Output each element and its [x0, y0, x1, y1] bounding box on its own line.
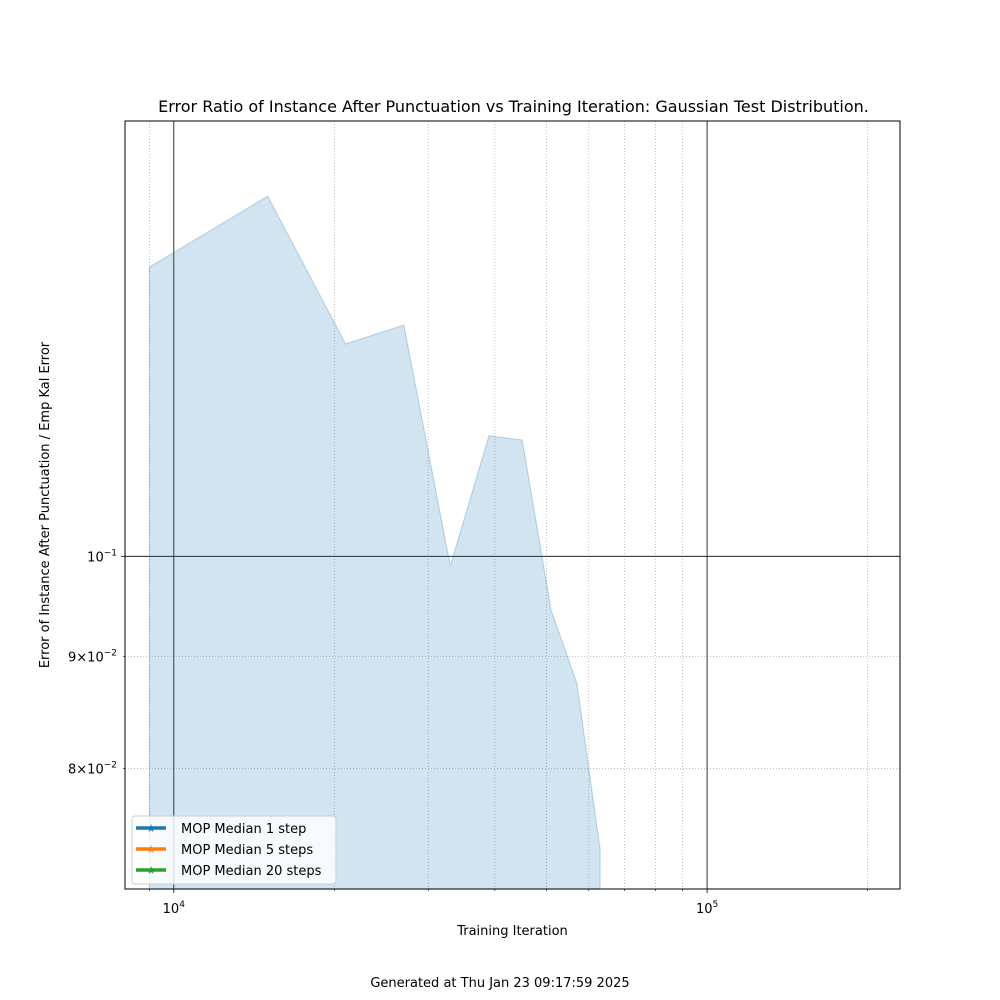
- y-axis-label: Error of Instance After Punctuation / Em…: [38, 341, 53, 668]
- generated-timestamp: Generated at Thu Jan 23 09:17:59 2025: [370, 976, 630, 991]
- major-grid: [125, 121, 900, 889]
- y-tick-label: 8×10−2: [68, 761, 117, 778]
- y-tick-label: 10−1: [87, 548, 117, 565]
- legend: ★ MOP Median 1 step ★ MOP Median 5 steps ★ MO…: [131, 815, 337, 885]
- confidence-band: [148, 195, 601, 890]
- x-tick-label: 104: [163, 900, 186, 917]
- chart-title: Error Ratio of Instance After Punctuatio…: [158, 97, 869, 116]
- x-axis-label: Training Iteration: [456, 924, 568, 939]
- minor-grid: [125, 121, 900, 889]
- legend-label: MOP Median 1 step: [181, 822, 306, 837]
- legend-star-icon: ★: [146, 843, 156, 856]
- axis-ticks: [121, 555, 868, 893]
- y-tick-label: 9×10−2: [68, 649, 117, 666]
- legend-star-icon: ★: [146, 864, 156, 877]
- plot-area-frame: [124, 120, 901, 890]
- legend-label: MOP Median 5 steps: [181, 843, 313, 858]
- x-tick-label: 105: [696, 900, 718, 917]
- legend-label: MOP Median 20 steps: [181, 864, 322, 879]
- axis-tick-labels: 104 105 10−1 9×10−2 8×10−2: [68, 548, 718, 917]
- legend-box: [131, 815, 337, 885]
- band-area: [148, 195, 601, 890]
- legend-star-icon: ★: [146, 822, 156, 835]
